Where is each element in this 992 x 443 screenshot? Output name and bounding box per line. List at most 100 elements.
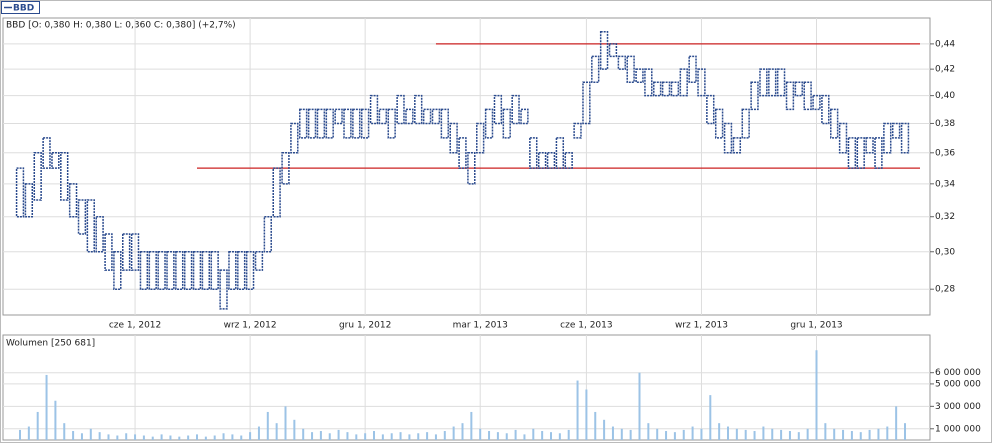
volume-bar — [434, 434, 437, 440]
price-bar — [670, 81, 680, 97]
volume-bar — [381, 434, 384, 440]
price-bar — [484, 108, 494, 139]
volume-bar — [196, 434, 198, 440]
price-bar — [679, 68, 688, 97]
price-bar — [458, 137, 467, 169]
price-bar — [139, 251, 149, 290]
y-tick-label: 0,34 — [935, 179, 955, 189]
price-bar — [803, 81, 812, 111]
x-tick-label: wrz 1, 2013 — [675, 321, 728, 331]
price-bar — [467, 152, 476, 185]
volume-bar — [479, 428, 482, 440]
price-bar — [626, 55, 635, 83]
volume-bar — [169, 435, 172, 440]
volume-bar — [27, 426, 30, 440]
volume-bar — [682, 429, 685, 440]
legend-box — [1, 1, 40, 14]
volume-bar — [762, 426, 765, 440]
price-bar — [546, 152, 556, 169]
volume-bar — [408, 434, 411, 440]
price-bar — [352, 108, 361, 139]
price-bar — [449, 122, 458, 154]
price-bar — [307, 108, 317, 139]
y-tick-label: 0,38 — [935, 119, 955, 129]
price-bar — [537, 152, 547, 169]
price-bar — [502, 108, 511, 139]
volume-bar — [815, 350, 818, 440]
volume-bar — [187, 435, 190, 440]
price-bar — [900, 122, 910, 154]
price-bar — [520, 108, 529, 125]
price-bar — [714, 108, 724, 139]
x-tick-label: cze 1, 2013 — [560, 321, 612, 331]
price-bar — [24, 183, 34, 218]
volume-bar — [399, 432, 402, 440]
price-bar — [573, 122, 582, 139]
price-bar — [653, 81, 662, 97]
volume-bar — [45, 374, 48, 440]
volume-bar — [904, 423, 906, 440]
volume-bar — [151, 436, 154, 440]
price-bar — [741, 108, 750, 139]
price-bar — [865, 137, 874, 154]
price-bar — [42, 137, 51, 169]
volume-bar — [231, 434, 234, 440]
price-bar — [812, 94, 821, 111]
price-bar — [263, 215, 272, 253]
price-bar — [237, 251, 246, 290]
volume-bar — [213, 435, 216, 440]
volume-bar — [877, 428, 880, 440]
volume-bar — [850, 431, 853, 440]
volume-bar — [700, 428, 703, 440]
volume-bar — [797, 432, 800, 440]
legend-label: BBD — [13, 4, 34, 14]
volume-bar — [63, 423, 66, 440]
price-bar — [440, 108, 449, 139]
price-bar — [414, 94, 423, 125]
price-bar — [77, 199, 87, 235]
volume-bar — [780, 429, 783, 440]
price-bar — [219, 269, 228, 310]
price-bar — [201, 251, 211, 290]
price-bar — [661, 81, 671, 97]
price-bar — [493, 94, 503, 125]
y-tick-label: 1 000 000 — [935, 424, 981, 434]
x-tick-label: wrz 1, 2012 — [224, 321, 277, 331]
volume-bar — [594, 411, 597, 440]
price-bar — [688, 55, 697, 83]
price-bar — [883, 122, 892, 154]
volume-bar — [426, 432, 429, 440]
price-bar — [838, 122, 848, 154]
price-bar — [378, 108, 388, 125]
price-bar — [299, 108, 308, 139]
volume-bar — [284, 406, 287, 440]
price-bar — [723, 122, 733, 154]
volume-bar — [735, 428, 738, 440]
volume-bar — [142, 435, 145, 440]
y-tick-label: 0,28 — [935, 285, 955, 295]
price-bar — [245, 251, 255, 290]
price-bar — [130, 233, 140, 271]
subtitle: BBD [O: 0,380 H: 0,380 L: 0,360 C: 0,380… — [6, 21, 236, 31]
volume-bar — [302, 428, 305, 440]
volume-bar — [505, 433, 508, 440]
price-bar — [635, 68, 644, 83]
volume-bar — [373, 431, 375, 440]
y-tick-label: 0,30 — [935, 247, 955, 257]
volume-bar — [558, 433, 561, 440]
volume-bar — [567, 429, 570, 440]
volume-bar — [496, 432, 499, 440]
price-bar — [830, 108, 839, 139]
price-bar — [644, 68, 653, 97]
price-bar — [529, 137, 538, 169]
y-tick-label: 0,42 — [935, 65, 955, 75]
price-bar — [290, 122, 299, 154]
volume-bar — [54, 400, 57, 440]
price-bar — [591, 55, 600, 83]
price-bar — [183, 251, 193, 290]
volume-bar — [311, 432, 314, 440]
price-panel — [2, 17, 931, 316]
volume-bar — [656, 428, 659, 440]
volume-bar — [337, 429, 340, 440]
y-tick-label: 5 000 000 — [935, 379, 981, 389]
